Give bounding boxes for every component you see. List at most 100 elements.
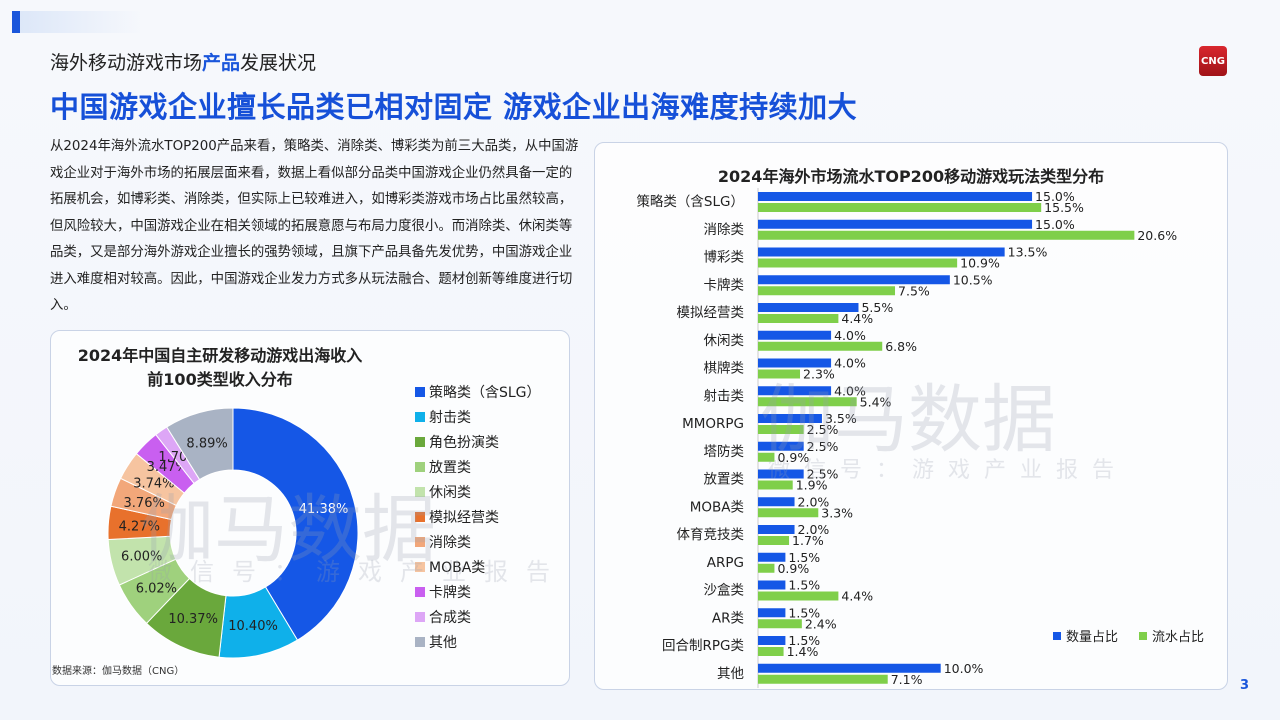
bar-data-label: 15.5%: [1044, 200, 1084, 215]
bar-count: [758, 414, 822, 423]
bar-data-label: 3.3%: [821, 505, 853, 520]
legend-swatch: [1053, 632, 1061, 640]
donut-title-line1: 2024年中国自主研发移动游戏出海收入: [77, 346, 363, 365]
bar-count: [758, 219, 1033, 229]
category-label: 消除类: [704, 222, 745, 238]
legend-label: 数量占比: [1066, 630, 1118, 645]
bar-data-label: 2.0%: [798, 522, 830, 537]
legend-swatch: [415, 512, 425, 522]
bar-data-label: 4.4%: [841, 311, 873, 326]
category-label: 其他: [717, 666, 744, 682]
bar-data-label: 15.0%: [1035, 217, 1075, 232]
bar-revenue: [758, 341, 883, 351]
bar-revenue: [758, 619, 802, 629]
bar-revenue: [758, 647, 784, 656]
legend-item: 策略类（含SLG）: [415, 382, 541, 402]
legend-swatch: [1139, 632, 1147, 640]
cng-logo: CNG: [1199, 46, 1227, 76]
legend-item: 休闲类: [415, 482, 471, 502]
bar-data-label: 3.5%: [825, 411, 857, 426]
bar-data-label: 1.9%: [796, 478, 828, 493]
bar-data-label: 2.5%: [807, 439, 839, 454]
bar-revenue: [758, 314, 839, 323]
category-label: 射击类: [704, 388, 745, 404]
legend-item: 卡牌类: [415, 582, 471, 602]
legend-item: 其他: [415, 632, 457, 652]
bar-data-label: 5.4%: [860, 394, 892, 409]
legend-swatch: [415, 587, 425, 597]
bar-data-label: 10.5%: [953, 272, 993, 287]
subtitle-text-end: 发展状况: [240, 52, 317, 74]
bar-data-label: 15.0%: [1035, 189, 1075, 204]
bar-data-label: 4.0%: [834, 383, 866, 398]
category-label: 体育竞技类: [677, 526, 745, 543]
legend-label: MOBA类: [429, 560, 486, 576]
legend-item: MOBA类: [415, 557, 485, 577]
bar-data-label: 6.8%: [885, 339, 917, 354]
category-label: MMORPG: [682, 416, 744, 432]
bar-revenue: [758, 508, 819, 518]
data-source: 数据来源：伽马数据（CNG）: [52, 666, 185, 677]
bar-data-label: 1.5%: [788, 633, 820, 648]
category-label: 休闲类: [704, 333, 745, 349]
bar-data-label: 10.9%: [960, 256, 1000, 271]
category-label: 塔防类: [704, 444, 745, 460]
legend-label: 卡牌类: [429, 585, 471, 601]
bar-count: [758, 469, 804, 479]
bar-data-label: 1.7%: [792, 533, 824, 548]
subtitle-highlight: 产品: [202, 52, 241, 74]
bar-revenue: [758, 397, 857, 407]
bar-count: [758, 386, 832, 396]
category-label: 放置类: [704, 472, 745, 488]
donut-data-label: 4.27%: [119, 519, 160, 534]
bar-data-label: 13.5%: [1008, 245, 1048, 260]
donut-data-label: 6.02%: [136, 581, 177, 596]
bar-count: [758, 303, 859, 312]
bar-data-label: 2.3%: [803, 367, 835, 382]
legend-label: 其他: [429, 635, 457, 651]
legend-swatch: [415, 412, 425, 422]
category-label: MOBA类: [690, 499, 744, 515]
bar-data-label: 2.0%: [798, 494, 830, 509]
bar-count: [758, 636, 786, 645]
legend-item: 射击类: [415, 407, 471, 427]
bar-data-label: 1.5%: [788, 550, 820, 565]
bar-data-label: 2.5%: [807, 467, 839, 482]
legend-swatch: [415, 537, 425, 547]
bar-data-label: 4.0%: [834, 328, 866, 343]
donut-title-line2: 前100类型收入分布: [147, 370, 293, 389]
legend-item: 合成类: [415, 607, 471, 627]
donut-data-label: 10.40%: [228, 619, 278, 634]
category-label: 模拟经营类: [677, 305, 745, 321]
donut-data-label: 3.74%: [133, 476, 174, 491]
bar-data-label: 4.4%: [841, 589, 873, 604]
legend-swatch: [415, 637, 425, 647]
bar-count: [758, 330, 832, 340]
bar-data-label: 0.9%: [777, 450, 809, 465]
page-title: 中国游戏企业擅长品类已相对固定 游戏企业出海难度持续加大: [50, 90, 858, 124]
category-label: AR类: [712, 610, 744, 626]
bar-revenue: [758, 258, 958, 268]
bar-data-label: 5.5%: [861, 300, 893, 315]
bar-data-label: 1.5%: [788, 578, 820, 593]
category-label: 策略类（含SLG）: [636, 193, 744, 210]
bar-revenue: [758, 425, 804, 434]
bar-revenue: [758, 480, 793, 490]
legend-label: 射击类: [429, 410, 471, 426]
bar-count: [758, 552, 786, 562]
bar-count: [758, 497, 795, 507]
bar-revenue: [758, 536, 790, 545]
bar-revenue: [758, 286, 896, 296]
donut-chart: 41.38% 10.40% 10.37% 6.02% 6.00% 4.27% 3.76% 3.…: [107, 407, 359, 659]
bar-data-label: 2.4%: [805, 616, 837, 631]
legend-swatch: [415, 437, 425, 447]
category-label: 博彩类: [704, 249, 745, 266]
bar-data-label: 0.9%: [777, 561, 809, 576]
legend-label: 消除类: [429, 535, 471, 551]
legend-swatch: [415, 462, 425, 472]
bar-revenue: [758, 591, 839, 601]
donut-data-label: 8.89%: [186, 437, 227, 452]
legend-swatch: [415, 487, 425, 497]
category-label: 沙盒类: [704, 582, 745, 599]
